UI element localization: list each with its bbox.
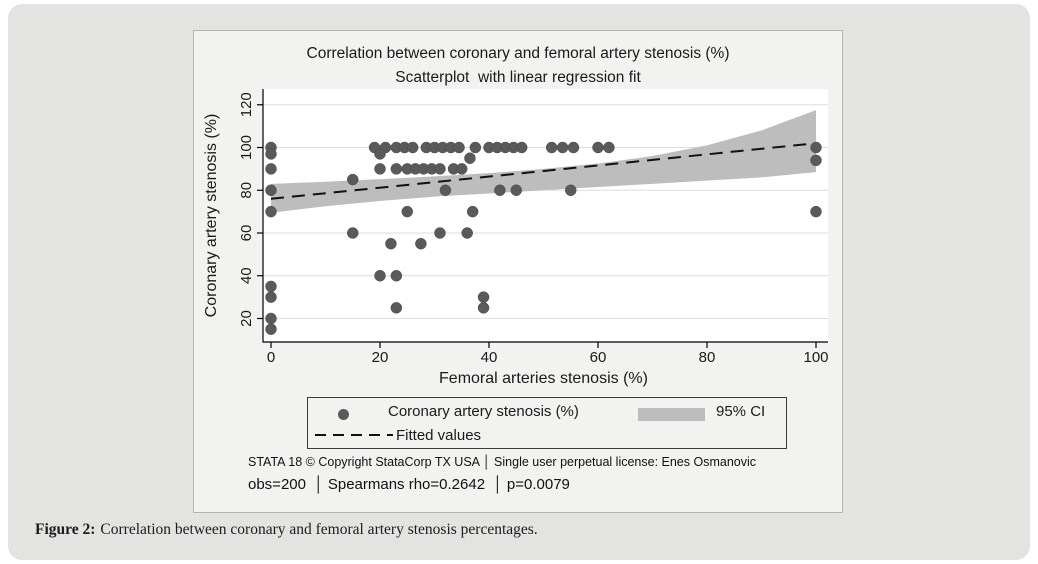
data-point: [265, 291, 277, 303]
data-point: [406, 141, 419, 154]
data-point: [265, 312, 277, 325]
scatter-points: [265, 141, 822, 335]
x-tick-label: 0: [267, 349, 275, 366]
data-point: [515, 141, 528, 154]
x-tick-label: 100: [803, 349, 828, 366]
data-point: [494, 184, 506, 196]
data-point: [347, 227, 359, 239]
figure-caption: Figure 2: Correlation between coronary an…: [35, 521, 538, 539]
data-point: [374, 163, 386, 175]
data-point: [565, 184, 577, 196]
data-point: [265, 205, 277, 218]
scatter-plot: 20 40 60 80 100 120 0 20 40 60 80 100 Coronary arter…: [203, 89, 829, 387]
data-point: [265, 184, 277, 196]
data-point: [461, 227, 473, 239]
data-point: [556, 141, 569, 154]
data-point: [434, 163, 446, 175]
y-tick-label: 20: [238, 310, 255, 327]
dot-marker-icon: [338, 409, 349, 420]
data-point: [453, 141, 465, 154]
data-point: [510, 184, 522, 196]
legend-label-fitted: Fitted values: [396, 427, 482, 444]
data-point: [374, 270, 386, 282]
x-tick-label: 80: [699, 349, 716, 366]
data-point: [810, 205, 822, 218]
x-axis-label: Femoral arteries stenosis (%): [439, 370, 648, 387]
data-point: [347, 173, 359, 186]
figure-caption-label: Figure 2:: [35, 521, 96, 538]
data-point: [810, 154, 822, 167]
data-point: [464, 152, 476, 164]
data-point: [545, 141, 558, 154]
data-point: [385, 237, 397, 250]
chart-subtitle: Scatterplot with linear regression fit: [395, 69, 641, 86]
data-point: [265, 323, 277, 335]
data-point: [456, 163, 468, 175]
data-point: [477, 291, 490, 303]
legend-label-ci: 95% CI: [716, 403, 766, 420]
ci-band: [271, 110, 816, 213]
data-point: [265, 163, 277, 175]
data-point: [469, 141, 482, 154]
y-tick-label: 120: [238, 92, 255, 117]
stata-license-note: STATA 18 © Copyright StataCorp TX USA │ …: [248, 455, 757, 469]
legend-box: Coronary artery stenosis (%) 95% CI Fitt…: [307, 397, 787, 449]
x-tick-label: 40: [481, 349, 498, 366]
y-tick-label: 100: [238, 135, 255, 160]
data-point: [415, 237, 427, 250]
data-point: [390, 163, 403, 175]
figure-card: Correlation between coronary and femoral…: [8, 4, 1030, 560]
y-tick-label: 40: [238, 267, 255, 284]
axes: 20 40 60 80 100 120 0 20 40 60 80 100: [238, 89, 829, 366]
data-point: [439, 184, 452, 196]
chart-title: Correlation between coronary and femoral…: [306, 45, 730, 62]
figure-caption-text: Correlation between coronary and femoral…: [100, 521, 538, 538]
y-tick-label: 80: [238, 182, 255, 199]
stata-chart-panel: Correlation between coronary and femoral…: [193, 30, 843, 513]
y-tick-label: 60: [238, 225, 255, 242]
data-point: [477, 302, 490, 314]
data-point: [401, 205, 413, 218]
data-point: [567, 141, 580, 154]
data-point: [810, 141, 822, 154]
ci-band-swatch-icon: [638, 408, 705, 421]
data-point: [374, 148, 386, 160]
x-tick-label: 20: [372, 349, 389, 366]
data-point: [603, 141, 615, 154]
data-point: [592, 141, 604, 154]
data-point: [265, 280, 277, 293]
data-point: [390, 270, 403, 282]
plot-area: [263, 89, 828, 342]
data-point: [466, 205, 479, 218]
data-point: [265, 148, 277, 160]
stats-note: obs=200 │ Spearmans rho=0.2642 │ p=0.007…: [248, 476, 570, 493]
dashed-line-icon: [315, 434, 393, 436]
legend-label-scatter: Coronary artery stenosis (%): [388, 403, 579, 420]
data-point: [390, 302, 403, 314]
fit-line: [270, 142, 817, 200]
data-point: [434, 227, 446, 239]
y-axis-label: Coronary artery stenosis (%): [203, 114, 220, 318]
x-tick-label: 60: [590, 349, 607, 366]
